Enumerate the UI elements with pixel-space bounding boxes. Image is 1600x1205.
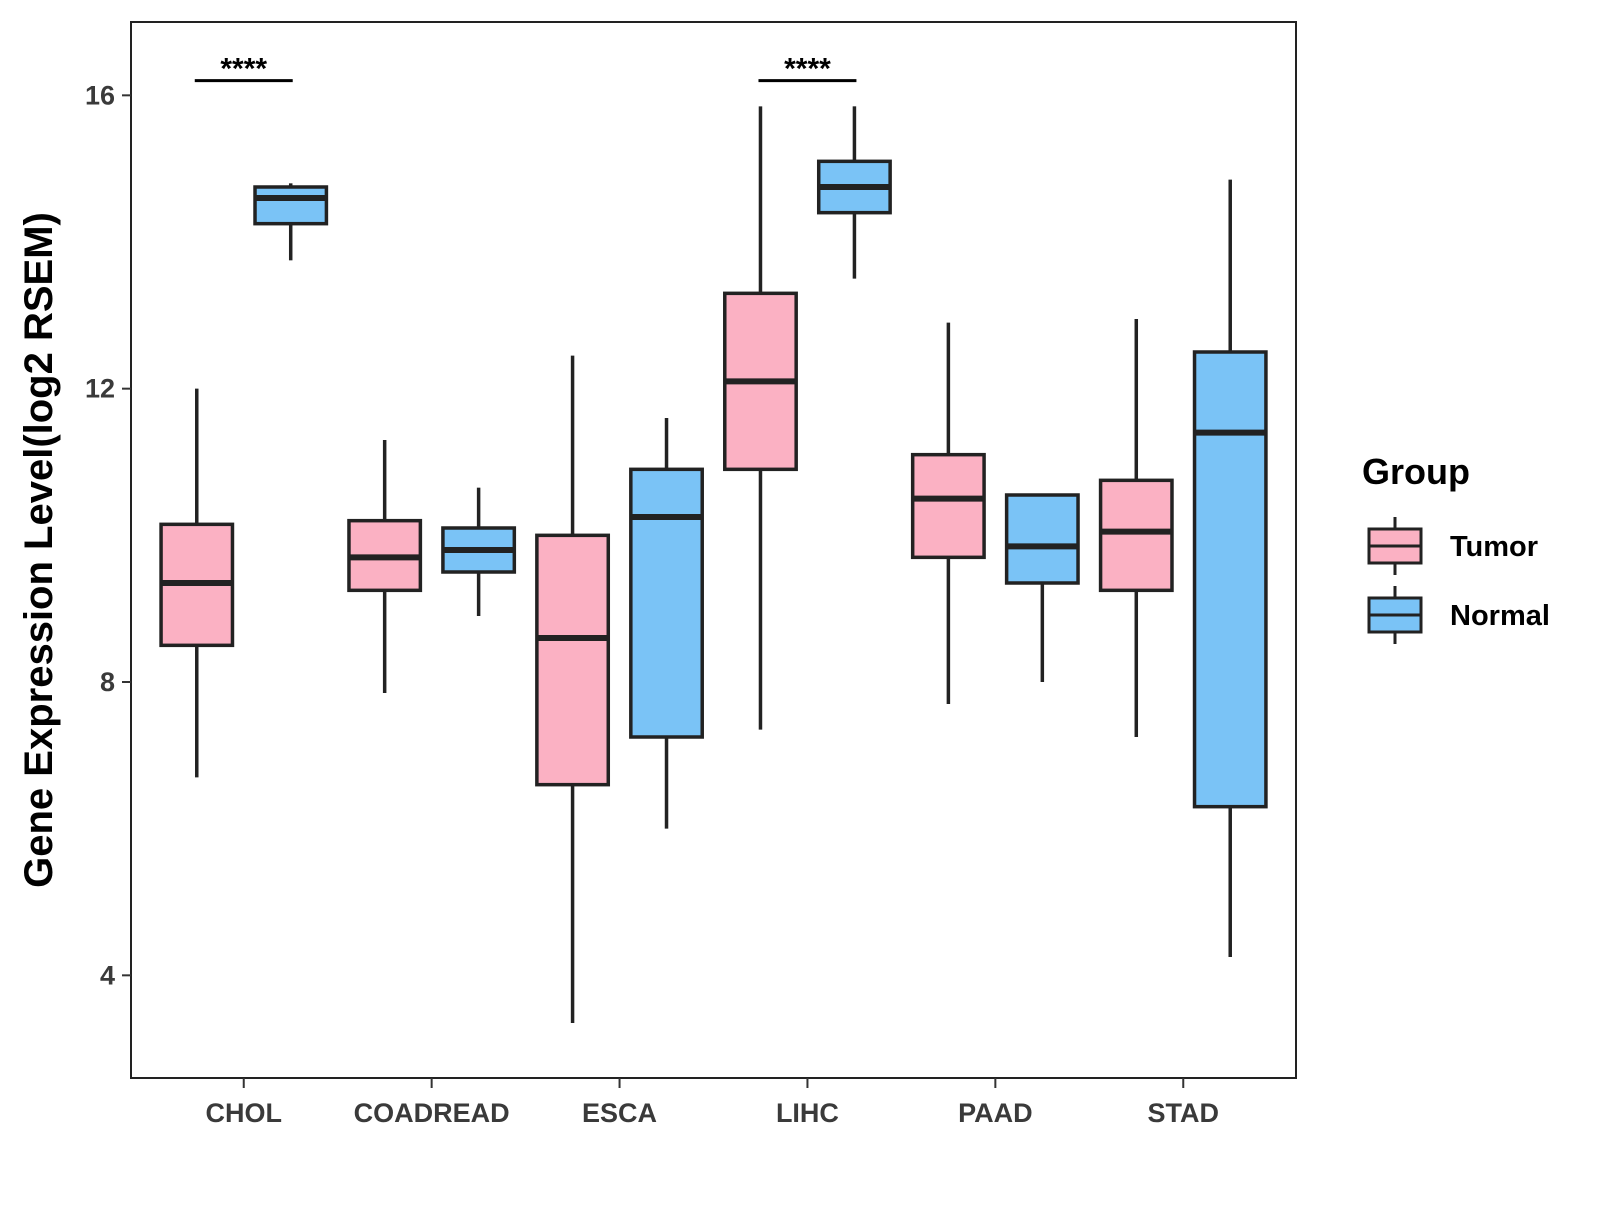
x-tick-label: COADREAD xyxy=(354,1098,510,1128)
y-axis: 4 8 12 16 xyxy=(85,80,131,990)
x-axis: CHOL COADREAD ESCA LIHC PAAD STAD xyxy=(205,1078,1219,1128)
x-tick-label: STAD xyxy=(1148,1098,1220,1128)
legend-title: Group xyxy=(1362,451,1470,492)
box-series xyxy=(159,106,1268,1023)
x-tick-label: ESCA xyxy=(582,1098,657,1128)
box-body xyxy=(535,533,611,787)
box-body xyxy=(253,185,329,226)
box-normal-stad xyxy=(1192,179,1268,957)
box-body xyxy=(1004,493,1080,585)
y-tick-label: 16 xyxy=(85,80,115,110)
y-tick-label: 8 xyxy=(100,667,115,697)
box-body xyxy=(910,452,986,560)
legend-label: Normal xyxy=(1450,600,1550,632)
y-tick-label: 4 xyxy=(100,960,115,990)
box-normal-coadread xyxy=(441,487,517,616)
box-tumor-paad xyxy=(910,322,986,704)
box-normal-esca xyxy=(629,418,704,829)
box-normal-chol xyxy=(253,183,329,261)
box-body xyxy=(1192,350,1268,809)
box-tumor-stad xyxy=(1098,319,1174,737)
y-axis-title: Gene Expression Level(log2 RSEM) xyxy=(17,212,61,888)
box-body xyxy=(629,467,704,739)
x-tick-label: CHOL xyxy=(205,1098,282,1128)
legend-item-normal: Normal xyxy=(1367,586,1550,644)
significance-label: **** xyxy=(220,53,267,86)
box-tumor-lihc xyxy=(723,106,798,730)
legend: Group Tumor Normal xyxy=(1362,451,1550,644)
box-tumor-esca xyxy=(535,355,611,1023)
y-tick-label: 12 xyxy=(85,374,115,404)
significance-annotations: **** **** xyxy=(194,53,857,86)
x-tick-label: LIHC xyxy=(776,1098,839,1128)
box-tumor-chol xyxy=(159,388,235,778)
box-normal-paad xyxy=(1004,493,1080,682)
x-tick-label: PAAD xyxy=(958,1098,1033,1128)
box-body xyxy=(1098,478,1174,593)
box-tumor-coadread xyxy=(347,440,423,693)
box-normal-lihc xyxy=(816,106,892,279)
significance-label: **** xyxy=(784,53,831,86)
legend-label: Tumor xyxy=(1450,531,1538,563)
legend-item-tumor: Tumor xyxy=(1367,517,1538,575)
